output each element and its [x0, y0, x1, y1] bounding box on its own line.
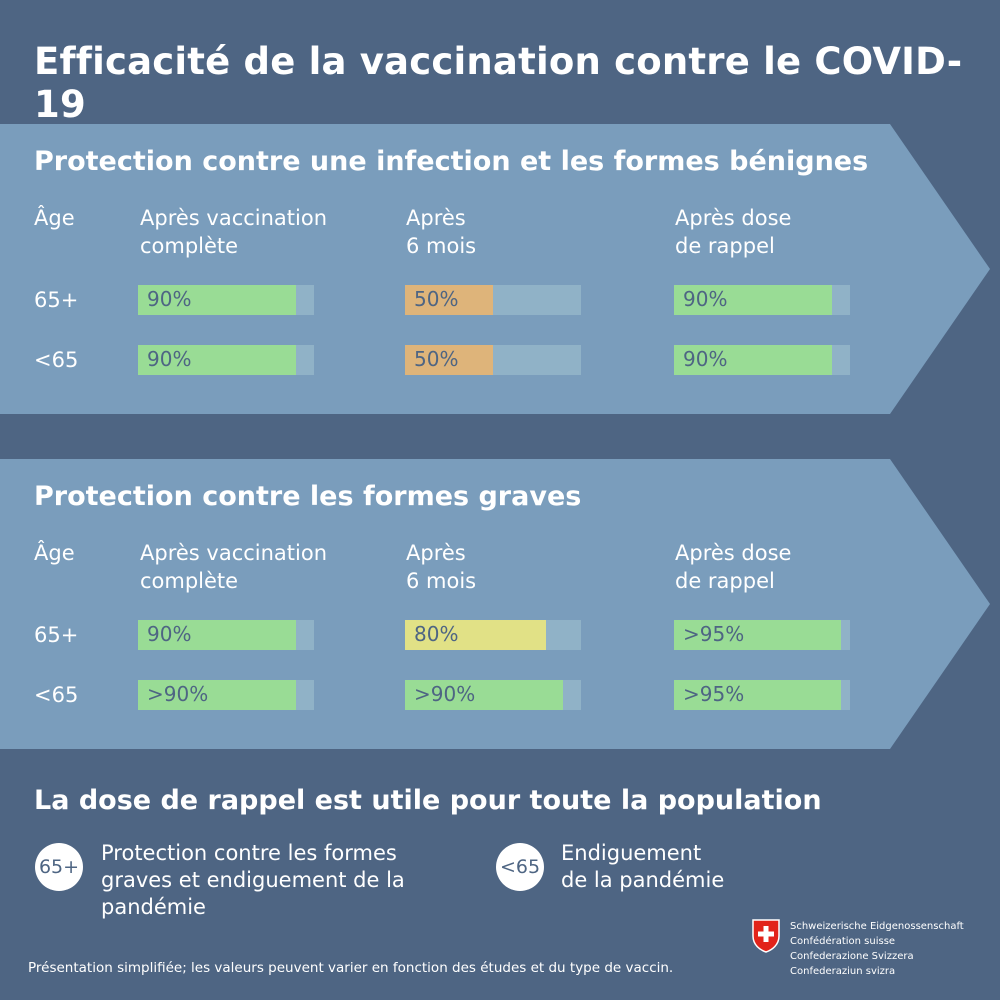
efficacy-value: >90%: [414, 682, 476, 706]
summary-text-65-plus: Protection contre les formes graves et e…: [101, 841, 405, 919]
efficacy-bar: 50%: [405, 345, 581, 375]
swiss-shield-icon: [752, 919, 780, 953]
efficacy-value: >95%: [683, 682, 745, 706]
efficacy-bar-fill: [138, 620, 297, 650]
efficacy-bar-fill: [674, 285, 833, 315]
efficacy-bar: 90%: [674, 285, 850, 315]
agency-name: Schweizerische Eidgenossenschaft Confédé…: [790, 921, 964, 977]
panel-infection: Protection contre une infection et les f…: [0, 124, 990, 414]
efficacy-bar: 90%: [138, 345, 314, 375]
column-header-6-months: Après 6 mois: [406, 541, 477, 593]
efficacy-bar-fill: [405, 620, 546, 650]
efficacy-value: 90%: [147, 287, 192, 311]
efficacy-bar-fill: [674, 345, 833, 375]
efficacy-bar-fill: [405, 285, 493, 315]
footnote: Présentation simplifiée; les valeurs peu…: [28, 960, 674, 976]
efficacy-bar: >95%: [674, 620, 850, 650]
efficacy-value: 50%: [414, 347, 459, 371]
age-column-header: Âge: [34, 541, 75, 565]
efficacy-bar: >90%: [138, 680, 314, 710]
efficacy-bar: 80%: [405, 620, 581, 650]
page-title: Efficacité de la vaccination contre le C…: [34, 40, 963, 126]
panel-severe: Protection contre les formes graves Âge …: [0, 459, 990, 749]
efficacy-value: 90%: [683, 287, 728, 311]
panel-title: Protection contre les formes graves: [34, 481, 582, 512]
efficacy-bar-fill: [405, 345, 493, 375]
efficacy-bar: >90%: [405, 680, 581, 710]
column-header-6-months: Après 6 mois: [406, 206, 477, 258]
efficacy-value: >90%: [147, 682, 209, 706]
column-header-booster: Après dose de rappel: [675, 206, 792, 258]
column-header-complete: Après vaccination complète: [140, 206, 328, 258]
age-column-header: Âge: [34, 206, 75, 230]
age-badge-under-65: <65: [496, 843, 544, 891]
efficacy-bar-fill: [138, 285, 297, 315]
efficacy-bar: >95%: [674, 680, 850, 710]
efficacy-value: 90%: [683, 347, 728, 371]
column-header-booster: Après dose de rappel: [675, 541, 792, 593]
efficacy-bar: 90%: [138, 285, 314, 315]
efficacy-bar-fill: [674, 680, 842, 710]
efficacy-bar: 90%: [138, 620, 314, 650]
efficacy-value: 90%: [147, 347, 192, 371]
summary-title: La dose de rappel est utile pour toute l…: [34, 785, 822, 816]
efficacy-bar: 50%: [405, 285, 581, 315]
age-label-under-65: <65: [34, 348, 79, 372]
efficacy-bar-fill: [405, 680, 564, 710]
age-label-under-65: <65: [34, 683, 79, 707]
efficacy-bar: 90%: [674, 345, 850, 375]
efficacy-bar-fill: [138, 680, 297, 710]
efficacy-bar-fill: [674, 620, 842, 650]
age-badge-65-plus: 65+: [35, 843, 83, 891]
efficacy-value: 50%: [414, 287, 459, 311]
column-header-complete: Après vaccination complète: [140, 541, 328, 593]
efficacy-value: 90%: [147, 622, 192, 646]
age-label-65-plus: 65+: [34, 288, 79, 312]
efficacy-bar-fill: [138, 345, 297, 375]
age-label-65-plus: 65+: [34, 623, 79, 647]
efficacy-value: 80%: [414, 622, 459, 646]
efficacy-value: >95%: [683, 622, 745, 646]
summary-text-under-65: Endiguement de la pandémie: [561, 841, 725, 892]
panel-title: Protection contre une infection et les f…: [34, 146, 869, 177]
